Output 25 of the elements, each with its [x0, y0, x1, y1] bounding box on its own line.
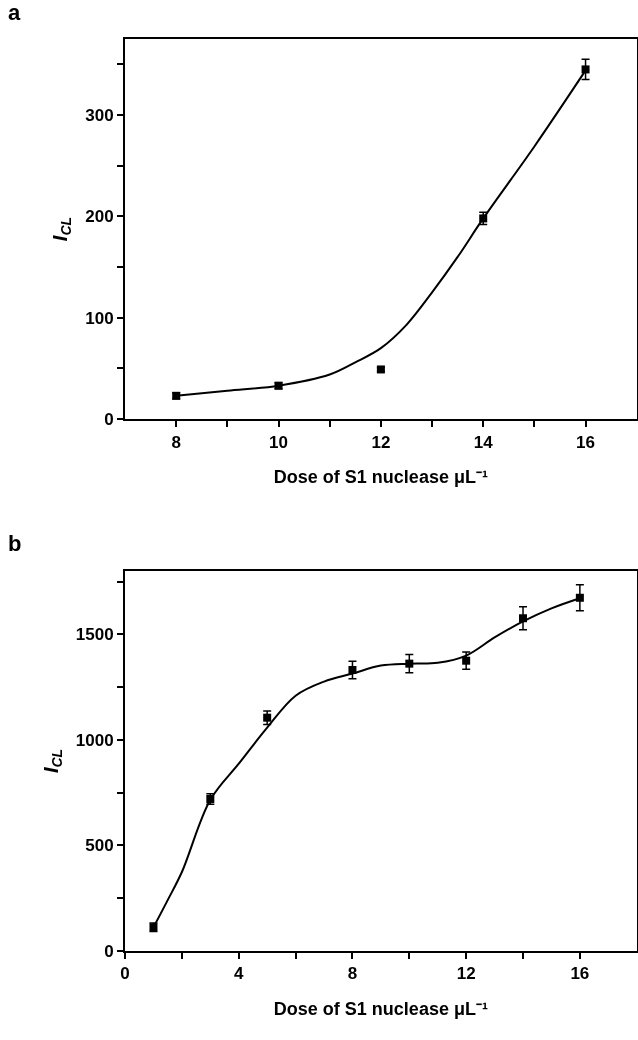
- x-tick-label: 16: [570, 964, 590, 984]
- x-tick-label: 4: [234, 964, 245, 984]
- y-tick-label: 500: [85, 836, 114, 856]
- x-axis-title: Dose of S1 nuclease μL⁻¹: [273, 467, 488, 488]
- y-tick-label: 0: [104, 410, 114, 430]
- x-tick-label: 12: [371, 432, 391, 452]
- x-tick-label: 8: [347, 964, 358, 984]
- point: [462, 656, 471, 665]
- x-tick-label: 12: [456, 964, 476, 984]
- x-axis-title: Dose of S1 nuclease μL⁻¹: [273, 998, 488, 1019]
- y-tick-label: 100: [85, 308, 114, 328]
- y-tick-label: 300: [85, 105, 114, 125]
- x-tick-label: 10: [269, 432, 289, 452]
- y-tick-label: 1000: [75, 730, 114, 750]
- x-tick-label: 8: [171, 432, 181, 452]
- chart-title: b: [8, 531, 22, 556]
- x-tick-label: 16: [576, 432, 596, 452]
- point: [263, 713, 272, 722]
- y-tick-label: 0: [104, 941, 114, 961]
- chart-title: a: [8, 0, 21, 25]
- x-tick-label: 0: [120, 964, 130, 984]
- y-tick-label: 1500: [75, 625, 114, 645]
- y-tick-label: 200: [85, 207, 114, 227]
- x-tick-label: 14: [473, 432, 494, 452]
- point: [581, 65, 590, 74]
